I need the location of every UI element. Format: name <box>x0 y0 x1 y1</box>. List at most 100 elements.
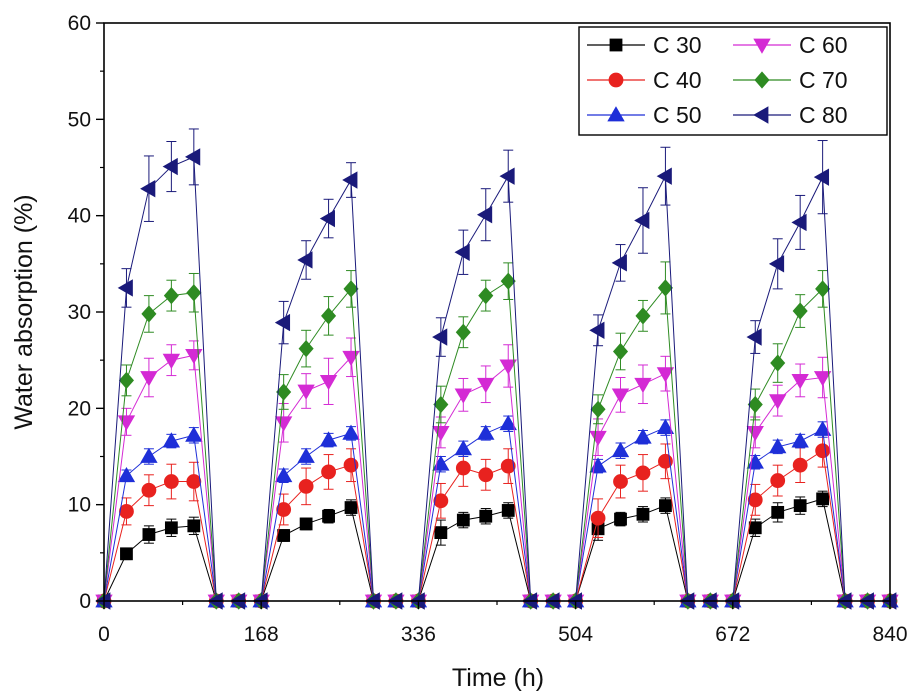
data-point <box>500 458 516 474</box>
data-point <box>455 460 471 476</box>
data-point <box>478 467 494 483</box>
data-point <box>276 502 292 517</box>
x-tick-label: 168 <box>244 623 279 646</box>
data-point <box>477 377 495 394</box>
x-tick-label: 336 <box>401 623 436 646</box>
data-point <box>657 279 673 297</box>
data-point <box>791 213 807 232</box>
data-point <box>342 424 360 440</box>
data-point <box>163 287 179 305</box>
data-point <box>299 517 313 531</box>
data-point <box>770 473 786 488</box>
data-point <box>322 509 335 523</box>
data-point <box>500 272 516 290</box>
legend-marker <box>754 71 770 89</box>
data-point <box>274 313 291 332</box>
data-point <box>454 439 473 456</box>
data-point <box>185 148 201 166</box>
data-point <box>590 400 606 418</box>
data-point <box>815 280 831 298</box>
data-point <box>142 528 156 541</box>
x-axis-title: Time (h) <box>452 664 544 692</box>
data-point <box>118 371 134 390</box>
data-point <box>432 426 450 442</box>
data-point <box>656 167 672 185</box>
data-point <box>120 547 133 561</box>
data-point <box>162 432 181 448</box>
y-tick-label: 10 <box>68 494 91 517</box>
data-point <box>768 255 785 273</box>
data-point <box>186 474 202 489</box>
series-2 <box>96 433 898 609</box>
data-point <box>342 350 360 367</box>
series-line <box>103 449 890 602</box>
legend-marker <box>607 106 625 122</box>
data-point <box>634 377 652 394</box>
data-point <box>792 457 808 473</box>
data-point <box>186 284 202 302</box>
data-point <box>816 492 830 506</box>
data-point <box>117 415 136 431</box>
data-point <box>747 395 763 414</box>
data-point <box>276 383 292 401</box>
data-point <box>634 428 652 444</box>
data-point <box>162 353 181 369</box>
legend-entry: C 30 <box>587 32 702 58</box>
data-point <box>297 251 313 269</box>
data-point <box>477 424 495 440</box>
data-point <box>611 254 627 272</box>
legend-label: C 60 <box>799 32 848 58</box>
data-point <box>792 302 808 320</box>
legend-marker <box>608 72 624 88</box>
legend-marker <box>753 38 771 54</box>
legend: C 30 C 40 C 50 C 60 C 70 C 80 <box>578 26 888 136</box>
data-point <box>140 371 158 387</box>
y-tick-label: 20 <box>68 397 91 420</box>
data-point <box>433 395 449 414</box>
data-point <box>769 438 787 454</box>
data-point <box>454 243 470 261</box>
y-tick-label: 0 <box>79 590 91 613</box>
data-point <box>614 512 627 526</box>
series-line <box>103 280 890 602</box>
data-point <box>476 206 493 224</box>
data-point <box>163 474 179 489</box>
y-tick-label: 30 <box>68 301 91 324</box>
legend-entry: C 50 <box>587 102 702 128</box>
data-point <box>297 384 315 400</box>
data-point <box>589 430 607 447</box>
legend-label: C 80 <box>799 102 848 128</box>
data-point <box>656 418 675 435</box>
data-point <box>343 280 359 298</box>
data-point <box>634 211 650 230</box>
data-point <box>769 394 787 410</box>
x-tick-label: 0 <box>98 623 110 646</box>
legend-label: C 50 <box>653 102 702 128</box>
data-point <box>117 466 136 483</box>
data-point <box>321 307 337 325</box>
data-point <box>432 455 450 471</box>
data-point <box>187 519 201 533</box>
data-point <box>747 492 763 508</box>
y-tick-label: 40 <box>68 205 91 228</box>
data-point <box>277 529 291 542</box>
data-point <box>434 526 448 540</box>
data-point <box>319 209 335 228</box>
data-point <box>162 157 178 176</box>
data-point <box>478 287 494 305</box>
x-tick-label: 504 <box>558 623 593 646</box>
data-point <box>185 426 203 442</box>
data-point <box>748 521 762 535</box>
data-point <box>140 180 156 198</box>
legend-entry: C 60 <box>733 32 848 58</box>
data-point <box>319 374 338 391</box>
data-point <box>770 354 786 372</box>
axes: 0 168 336 504 672 840 0 10 20 30 40 50 60 <box>68 12 908 646</box>
y-tick-label: 50 <box>68 108 91 131</box>
data-point <box>659 499 672 513</box>
data-point <box>164 521 178 535</box>
data-point <box>590 510 606 526</box>
legend-label: C 40 <box>653 67 702 93</box>
data-point <box>771 505 785 519</box>
data-point <box>479 509 493 523</box>
